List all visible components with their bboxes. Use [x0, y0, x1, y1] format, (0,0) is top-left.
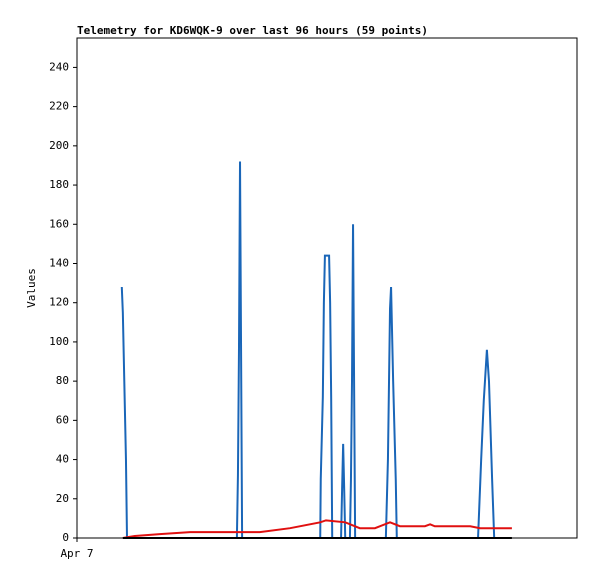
y-tick-label: 220: [49, 100, 69, 113]
y-tick-label: 80: [56, 374, 69, 387]
x-tick-label: Apr 7: [60, 547, 93, 560]
plot-frame: [76, 37, 578, 539]
y-tick-label: 40: [56, 453, 69, 466]
y-axis-label: Values: [25, 268, 38, 308]
y-tick-label: 60: [56, 413, 69, 426]
y-tick-label: 160: [49, 217, 69, 230]
y-tick-label: 120: [49, 296, 69, 309]
y-tick-label: 0: [62, 531, 69, 544]
y-tick-label: 200: [49, 139, 69, 152]
series-line: [122, 519, 512, 539]
y-tick-label: 140: [49, 256, 69, 269]
y-tick-label: 240: [49, 60, 69, 73]
y-tick-label: 20: [56, 492, 69, 505]
series-line: [120, 161, 496, 539]
y-tick-label: 180: [49, 178, 69, 191]
y-tick-label: 100: [49, 335, 69, 348]
chart-title: Telemetry for KD6WQK-9 over last 96 hour…: [77, 24, 428, 37]
